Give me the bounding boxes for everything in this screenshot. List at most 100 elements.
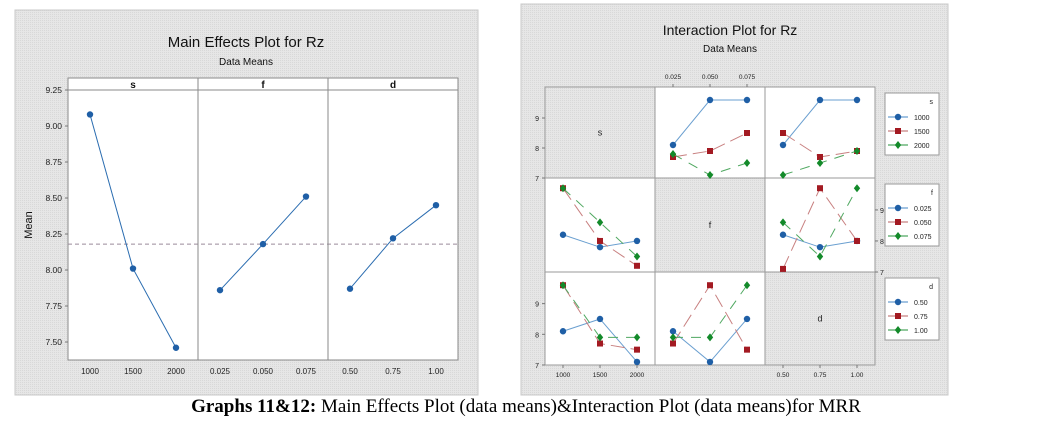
interaction-point-d-s xyxy=(633,333,641,342)
interaction-point-d-f xyxy=(707,282,713,289)
figure-caption: Graphs 11&12: Main Effects Plot (data me… xyxy=(0,396,1052,418)
bottom-axis-label: 1.00 xyxy=(851,372,864,379)
interaction-point-s-d xyxy=(779,171,787,179)
y-tick-label: 9.25 xyxy=(45,85,62,95)
diagonal-factor-label: f xyxy=(709,220,712,230)
interaction-point-s-f xyxy=(743,159,751,167)
interaction-point-d-f xyxy=(743,315,751,323)
y-axis-label: Mean xyxy=(23,211,35,239)
y-tick-label: 8.50 xyxy=(45,193,62,203)
y-tick-label: 7 xyxy=(535,176,539,183)
interaction-point-s-d xyxy=(853,147,861,155)
legend-marker xyxy=(894,298,902,306)
interaction-point-d-s xyxy=(597,340,603,347)
x-tick-label: 0.025 xyxy=(210,367,231,376)
legend-marker xyxy=(895,219,901,225)
interaction-point-d-s xyxy=(559,328,567,335)
interaction-point-d-s xyxy=(596,315,604,323)
interaction-point-d-s xyxy=(559,281,567,290)
interaction-point-f-d xyxy=(854,237,860,244)
diagonal-factor-label: d xyxy=(817,314,822,324)
top-axis-label: 0.075 xyxy=(739,74,756,81)
top-axis-label: 0.050 xyxy=(702,74,719,81)
diagonal-cell xyxy=(544,86,656,179)
panel-strip-label: s xyxy=(130,80,136,91)
legend-entry: 0.50 xyxy=(914,300,928,307)
interaction-point-f-s xyxy=(596,218,604,227)
x-tick-label: 0.075 xyxy=(296,367,317,376)
legend-entry: 0.025 xyxy=(914,206,932,213)
interaction-point-f-s xyxy=(559,184,567,193)
x-tick-label: 0.75 xyxy=(385,367,401,376)
x-tick-label: 0.050 xyxy=(253,367,274,376)
interaction-point-s-d xyxy=(779,141,787,149)
interaction-point-f-d xyxy=(816,243,824,251)
interaction-point-d-s xyxy=(633,358,641,366)
legend-marker xyxy=(895,313,901,319)
y-tick-label: 7 xyxy=(880,270,884,277)
interaction-point-s-d xyxy=(817,154,823,160)
y-tick-label: 8.75 xyxy=(45,157,62,167)
interaction-point-s-f xyxy=(707,148,713,154)
x-tick-label: 2000 xyxy=(167,367,185,376)
interaction-point-s-f xyxy=(706,96,714,104)
legend-marker xyxy=(894,326,902,334)
interaction-subtitle: Data Means xyxy=(703,44,757,55)
interaction-point-f-d xyxy=(816,252,824,261)
legend-title: s xyxy=(930,99,934,106)
legend-marker xyxy=(895,128,901,134)
interaction-point-d-s xyxy=(634,346,640,353)
legend-marker xyxy=(894,141,902,149)
main-effect-point-d xyxy=(389,235,397,242)
legend-entry: 0.75 xyxy=(914,314,928,321)
main-effect-point-s xyxy=(129,265,137,272)
legend-entry: 0.075 xyxy=(914,234,932,241)
legend-marker xyxy=(894,204,902,212)
legend-marker xyxy=(894,113,902,121)
interaction-point-d-s xyxy=(596,333,604,342)
y-tick-label: 7.50 xyxy=(45,337,62,347)
y-tick-label: 8 xyxy=(535,146,539,153)
main-effects-title: Main Effects Plot for Rz xyxy=(168,34,324,51)
interaction-point-s-f xyxy=(706,171,714,179)
interaction-point-f-s xyxy=(596,243,604,251)
interaction-point-d-f xyxy=(670,340,676,347)
bottom-axis-label: 0.75 xyxy=(814,372,827,379)
y-tick-label: 7 xyxy=(535,363,539,370)
interaction-point-s-f xyxy=(744,130,750,136)
interaction-point-d-f xyxy=(706,333,714,342)
caption-text: Main Effects Plot (data means)&Interacti… xyxy=(316,396,861,417)
interaction-point-d-f xyxy=(669,328,677,335)
y-tick-label: 8 xyxy=(535,332,539,339)
legend-entry: 1000 xyxy=(914,115,930,122)
y-tick-label: 8.00 xyxy=(45,265,62,275)
legend-title: d xyxy=(929,284,933,291)
x-tick-label: 1.00 xyxy=(428,367,444,376)
plot-area xyxy=(67,77,459,361)
interaction-title: Interaction Plot for Rz xyxy=(663,22,798,38)
interaction-point-s-d xyxy=(816,159,824,167)
legend-marker xyxy=(894,232,902,240)
main-effect-point-d xyxy=(432,202,440,209)
legend-title: f xyxy=(931,190,933,197)
interaction-point-s-d xyxy=(816,96,824,104)
interaction-point-d-f xyxy=(743,281,751,290)
y-tick-label: 7.75 xyxy=(45,301,62,311)
interaction-point-s-d xyxy=(780,130,786,136)
interaction-point-f-s xyxy=(633,237,641,245)
legend-entry: 0.050 xyxy=(914,220,932,227)
main-effect-point-s xyxy=(172,344,180,351)
legend-entry: 1.00 xyxy=(914,328,928,335)
bottom-axis-label: 1500 xyxy=(593,372,608,379)
x-tick-label: 0.50 xyxy=(342,367,358,376)
main-effect-point-s xyxy=(86,111,94,118)
interaction-point-f-d xyxy=(817,185,823,192)
interaction-point-s-d xyxy=(853,96,861,104)
y-tick-label: 8 xyxy=(880,239,884,246)
interaction-point-f-d xyxy=(779,231,787,238)
interaction-point-s-f xyxy=(669,141,677,149)
interaction-point-f-s xyxy=(634,262,640,269)
interaction-line-s-f-1 xyxy=(672,132,748,158)
bottom-axis-label: 0.50 xyxy=(777,372,790,379)
